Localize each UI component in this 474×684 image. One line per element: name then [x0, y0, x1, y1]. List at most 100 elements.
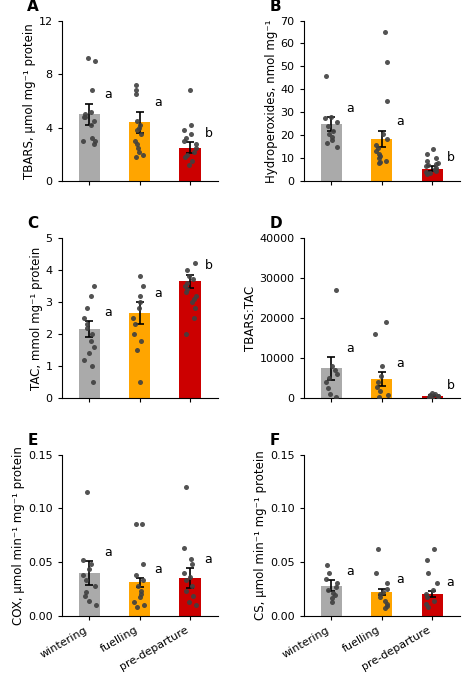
Point: [135, 303, 143, 314]
Point: [134, 580, 142, 591]
Point: [137, 589, 145, 600]
Point: [431, 163, 438, 174]
Point: [328, 111, 335, 122]
Point: [181, 152, 189, 163]
Point: [183, 284, 191, 295]
Point: [333, 369, 340, 380]
Point: [83, 319, 91, 330]
Point: [378, 361, 386, 372]
Point: [89, 85, 96, 96]
Point: [82, 587, 90, 598]
Point: [137, 592, 144, 603]
Point: [333, 285, 340, 295]
Point: [435, 157, 442, 168]
Point: [80, 569, 87, 580]
Point: [427, 389, 434, 400]
Point: [434, 391, 442, 402]
Bar: [371, 139, 392, 181]
Point: [133, 519, 140, 530]
Point: [332, 581, 340, 592]
Point: [328, 135, 336, 146]
Point: [372, 146, 380, 157]
Point: [180, 542, 188, 553]
Point: [91, 116, 98, 127]
Point: [185, 271, 192, 282]
Text: a: a: [447, 575, 455, 588]
Point: [424, 160, 432, 171]
Point: [374, 544, 382, 555]
Point: [382, 155, 390, 166]
Point: [136, 290, 144, 301]
Text: b: b: [205, 127, 212, 140]
Point: [428, 393, 436, 404]
Point: [333, 116, 340, 127]
Point: [328, 596, 336, 607]
Point: [81, 591, 89, 602]
Text: C: C: [27, 216, 38, 231]
Point: [322, 377, 330, 388]
Point: [430, 595, 438, 606]
Bar: [421, 395, 443, 399]
Point: [79, 135, 87, 146]
Point: [425, 392, 433, 403]
Text: B: B: [269, 0, 281, 14]
Bar: [421, 594, 443, 616]
Point: [188, 120, 195, 131]
Point: [328, 593, 336, 604]
Bar: [180, 578, 201, 616]
Point: [87, 335, 95, 346]
Point: [329, 588, 337, 598]
Point: [182, 329, 190, 340]
Point: [332, 590, 339, 601]
Point: [376, 386, 383, 397]
Point: [190, 274, 197, 285]
Point: [91, 55, 99, 66]
Point: [423, 169, 431, 180]
Point: [81, 354, 88, 365]
Point: [87, 120, 94, 131]
Text: a: a: [205, 553, 212, 566]
Point: [188, 580, 196, 591]
Text: b: b: [447, 380, 455, 393]
Point: [423, 592, 431, 603]
Point: [375, 153, 383, 164]
Point: [136, 120, 144, 131]
Point: [375, 391, 383, 402]
Bar: [321, 586, 342, 616]
Bar: [79, 329, 100, 399]
Point: [333, 578, 341, 589]
Point: [132, 89, 139, 100]
Point: [189, 559, 196, 570]
Bar: [79, 114, 100, 181]
Point: [381, 595, 389, 606]
Point: [182, 133, 190, 144]
Point: [383, 96, 391, 107]
Text: a: a: [396, 573, 404, 586]
Point: [138, 519, 146, 530]
Point: [191, 303, 199, 314]
Point: [375, 157, 383, 168]
Point: [375, 148, 383, 159]
Point: [82, 487, 90, 498]
Point: [424, 148, 431, 159]
Point: [91, 341, 98, 352]
Point: [383, 56, 391, 67]
Point: [87, 106, 94, 117]
Y-axis label: CS, μmol min⁻¹ mg⁻¹ protein: CS, μmol min⁻¹ mg⁻¹ protein: [254, 450, 267, 620]
Point: [434, 578, 441, 589]
Point: [139, 575, 146, 586]
Text: A: A: [27, 0, 39, 14]
Point: [80, 111, 87, 122]
Bar: [129, 313, 150, 399]
Point: [83, 303, 91, 314]
Text: a: a: [396, 116, 404, 129]
Point: [431, 164, 439, 175]
Point: [83, 322, 91, 333]
Point: [133, 138, 141, 149]
Point: [182, 287, 190, 298]
Point: [324, 383, 332, 394]
Point: [132, 85, 139, 96]
Point: [180, 567, 188, 578]
Point: [430, 544, 438, 555]
Point: [377, 371, 384, 382]
